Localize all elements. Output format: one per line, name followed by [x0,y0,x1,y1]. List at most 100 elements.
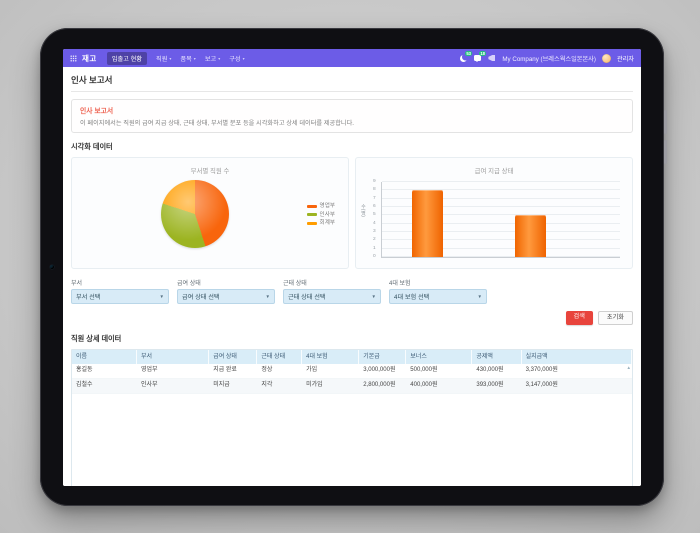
avatar[interactable] [601,53,611,63]
nav-item-active[interactable]: 입출고 현황 [106,51,147,65]
nav-menu-item-label: 보고 [204,55,217,63]
volume-button [664,110,667,134]
gridline: 9 [373,179,620,184]
notice-title: 인사 보고서 [80,108,114,115]
table-cell: 지급 완료 [213,367,237,374]
notice-description: 이 페이지에서는 직원의 급여 지급 상태, 근태 상태, 부서별 분포 등을 … [80,120,354,127]
table-cell: 400,000원 [410,382,438,389]
y-tick-label: 2 [373,237,376,243]
gridline: 3 [373,229,620,234]
brand-logo[interactable]: 재고 [82,53,97,63]
y-tick-label: 6 [373,204,376,209]
legend-item: 회계부 [306,219,335,228]
scroll-up-icon[interactable]: ▲ [626,365,631,371]
gridline: 5 [373,212,620,217]
legend-marker [306,204,317,208]
filters-row: 부서 부서 선택 ▼ 급여 상태 급여 상태 선택 ▼ 근태 상태 근태 상태 선택 ▼ 4대 보… [71,278,633,304]
table-row[interactable]: 홍길동 영업부 지급 완료 정상 가입 3,000,000원 500,000원 430,000… [72,364,632,380]
select-value: 근태 상태 선택 [288,294,326,301]
gridline: 8 [373,187,620,192]
bar-chart-panel: 급여 지급 상태 수(명) 0 1 2 3 4 5 6 7 8 9 [355,157,633,269]
messages-button[interactable]: 18 [474,51,487,62]
search-button[interactable]: 검색 [565,311,593,326]
apps-grid-icon[interactable] [70,54,77,62]
column-header-0[interactable]: 이름 [72,350,137,365]
filter-select-1[interactable]: 급여 상태 선택 ▼ [177,289,275,304]
navbar-right: 53 18 My Company (브레스웍스일본본사) 관리자 [460,51,634,63]
column-header-5[interactable]: 기본급 [359,350,407,365]
y-tick-label: 4 [373,220,376,226]
table-row[interactable]: 김철수 인사부 미지급 지각 미가입 2,800,000원 400,000원 393,000원… [72,379,632,395]
legend-marker [306,213,317,217]
dark-mode-toggle[interactable]: 53 [460,51,473,62]
filter-label: 근태 상태 [283,281,307,287]
select-value: 부서 선택 [76,294,101,301]
filter-select-3[interactable]: 4대 보험 선택 ▼ [389,289,487,304]
table-cell: 미가입 [306,382,323,389]
filter-label: 급여 상태 [177,281,201,287]
column-header-8[interactable]: 실지급액 [522,350,632,365]
table-cell: 지각 [261,382,273,389]
column-header-4[interactable]: 4대 보험 [302,350,360,365]
bar-0 [411,190,443,257]
nav-menu-item-0[interactable]: 직원 ▾ [156,54,171,63]
chat-badge: 18 [478,51,487,57]
table-cell: 미지급 [213,382,230,389]
table-cell: 393,000원 [476,382,504,389]
bar-chart-title: 급여 지급 상태 [474,168,514,175]
legend-item: 영업부 [306,202,335,211]
filter-label: 부서 [71,281,83,287]
tablet-device: 재고 입출고 현황 직원 ▾ 품목 ▾ 보고 ▾ 구성 ▾ 53 18 My Company … [40,28,667,506]
filter-group-3: 4대 보험 4대 보험 선택 ▼ [389,278,487,304]
chevron-down-icon: ▼ [371,294,376,299]
column-header-7[interactable]: 공제액 [472,350,522,365]
gridline: 7 [373,196,620,201]
column-header-1[interactable]: 부서 [137,350,210,365]
filter-select-2[interactable]: 근태 상태 선택 ▼ [283,289,381,304]
pie-chart-title: 부서별 직원 수 [190,168,230,175]
gridline: 4 [373,221,620,226]
chat-bubble-icon [474,55,482,62]
column-header-2[interactable]: 급여 상태 [209,350,258,365]
page-title: 인사 보고서 [71,67,633,92]
gridline: 6 [373,204,620,209]
volume-button [664,140,667,164]
column-header-6[interactable]: 보너스 [406,350,473,365]
nav-menu-item-2[interactable]: 보고 ▾ [205,54,220,63]
y-tick-label: 9 [373,179,376,184]
select-value: 4대 보험 선택 [394,294,430,301]
y-tick-label: 1 [373,245,376,251]
moon-badge: 53 [464,51,473,57]
chevron-down-icon: ▾ [193,55,196,61]
announcements-button[interactable] [488,54,496,62]
bar-chart-ylabel: 수(명) [360,204,365,217]
table-cell: 영업부 [140,367,158,374]
table-cell: 3,370,000원 [525,367,558,374]
table-cell: 430,000원 [476,367,504,374]
y-tick-label: 5 [373,212,376,218]
nav-menu: 직원 ▾ 품목 ▾ 보고 ▾ 구성 ▾ [147,54,245,63]
page-content: 인사 보고서 인사 보고서 이 페이지에서는 직원의 급여 지급 상태, 근태 … [63,67,641,486]
legend-item: 인사부 [306,211,335,220]
filter-select-0[interactable]: 부서 선택 ▼ [71,289,169,304]
nav-menu-item-3[interactable]: 구성 ▾ [229,54,244,63]
company-name[interactable]: My Company (브레스웍스일본본사) [502,55,596,63]
chevron-down-icon: ▾ [169,55,172,61]
table-cell: 홍길동 [76,367,93,374]
table-cell: 3,000,000원 [363,367,396,374]
chevron-down-icon: ▾ [218,55,221,61]
front-camera [50,265,54,269]
nav-menu-item-label: 품목 [180,55,192,63]
nav-menu-item-1[interactable]: 품목 ▾ [180,54,195,63]
pie-legend: 영업부 인사부 회계부 [306,202,335,228]
table-cell: 2,800,000원 [363,382,396,389]
chevron-down-icon: ▼ [477,294,482,299]
notice-box: 인사 보고서 이 페이지에서는 직원의 급여 지급 상태, 근태 상태, 부서별… [71,99,633,133]
reset-button[interactable]: 초기화 [597,311,633,326]
column-header-3[interactable]: 근태 상태 [257,350,303,365]
app-screen: 재고 입출고 현황 직원 ▾ 품목 ▾ 보고 ▾ 구성 ▾ 53 18 My Company … [63,49,641,486]
user-name[interactable]: 관리자 [616,55,634,63]
pie-chart [161,180,229,248]
